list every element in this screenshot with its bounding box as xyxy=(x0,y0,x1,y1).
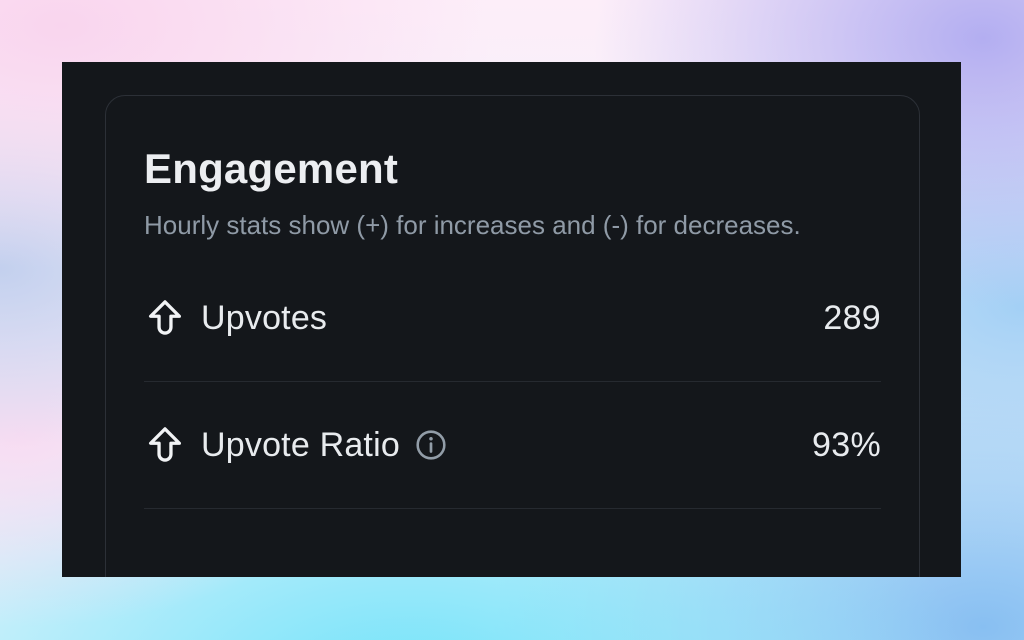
stat-label: Upvote Ratio xyxy=(201,425,400,464)
card-subtitle: Hourly stats show (+) for increases and … xyxy=(144,210,801,240)
stat-row-upvotes: Upvotes 289 xyxy=(144,255,881,381)
dark-panel: Engagement Hourly stats show (+) for inc… xyxy=(62,62,961,577)
info-icon[interactable] xyxy=(414,428,448,462)
upvote-arrow-icon xyxy=(144,423,186,467)
stat-label: Upvotes xyxy=(201,298,328,337)
row-divider xyxy=(144,381,881,382)
engagement-card: Engagement Hourly stats show (+) for inc… xyxy=(105,95,920,577)
card-title: Engagement xyxy=(144,145,399,192)
stat-row-upvote-ratio: Upvote Ratio 93% xyxy=(144,382,881,508)
row-divider xyxy=(144,508,881,509)
stat-value: 289 xyxy=(823,298,881,337)
stat-value: 93% xyxy=(812,425,881,464)
upvote-arrow-icon xyxy=(144,296,186,340)
stats-list: Upvotes 289 Upvote Ratio xyxy=(144,255,881,509)
